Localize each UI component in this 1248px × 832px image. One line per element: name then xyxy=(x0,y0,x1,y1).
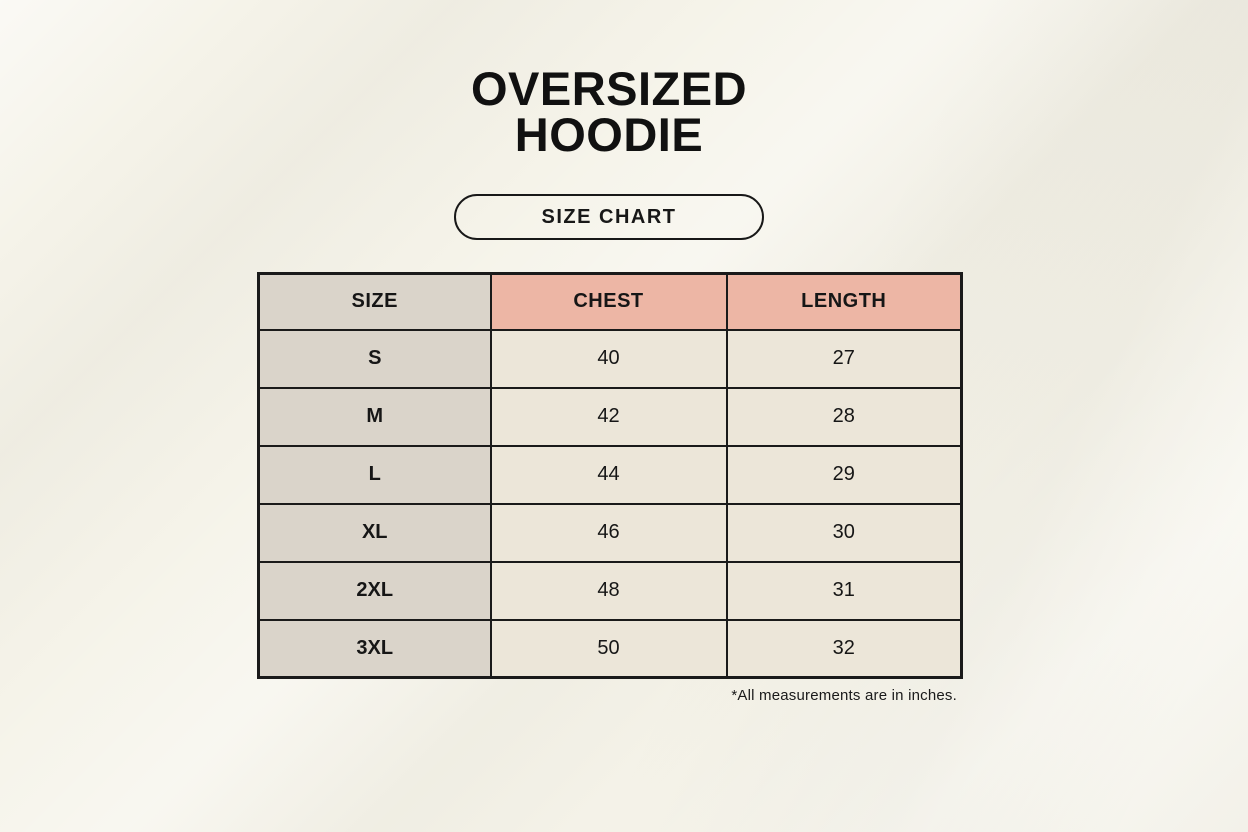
length-cell: 31 xyxy=(725,560,963,621)
size-cell: 2XL xyxy=(257,560,492,621)
length-cell: 30 xyxy=(725,502,963,563)
length-cell: 32 xyxy=(725,618,963,679)
size-table: SIZE CHEST LENGTH S 40 27 M 42 28 L 44 2… xyxy=(257,272,963,679)
length-cell: 27 xyxy=(725,328,963,389)
table-header-row: SIZE CHEST LENGTH xyxy=(257,272,963,331)
size-cell: XL xyxy=(257,502,492,563)
table-row: M 42 28 xyxy=(257,386,963,447)
chest-cell: 42 xyxy=(489,386,728,447)
table-row: XL 46 30 xyxy=(257,502,963,563)
page-title: OVERSIZED HOODIE xyxy=(257,62,961,161)
chest-cell: 46 xyxy=(489,502,728,563)
length-cell: 29 xyxy=(725,444,963,505)
table-row: 2XL 48 31 xyxy=(257,560,963,621)
table-row: 3XL 50 32 xyxy=(257,618,963,679)
header-cell-chest: CHEST xyxy=(489,272,728,331)
size-cell: L xyxy=(257,444,492,505)
size-cell: S xyxy=(257,328,492,389)
table-row: L 44 29 xyxy=(257,444,963,505)
chest-cell: 40 xyxy=(489,328,728,389)
chest-cell: 50 xyxy=(489,618,728,679)
size-chart-infographic: OVERSIZED HOODIE SIZE CHART SIZE CHEST L… xyxy=(257,0,963,704)
size-cell: 3XL xyxy=(257,618,492,679)
table-row: S 40 27 xyxy=(257,328,963,389)
chest-cell: 48 xyxy=(489,560,728,621)
page-title-line1: OVERSIZED xyxy=(470,62,748,115)
measurements-footnote: *All measurements are in inches. xyxy=(731,687,957,704)
size-cell: M xyxy=(257,386,492,447)
size-chart-badge: SIZE CHART xyxy=(454,194,764,240)
length-cell: 28 xyxy=(725,386,963,447)
size-chart-badge-label: SIZE CHART xyxy=(541,205,677,228)
chest-cell: 44 xyxy=(489,444,728,505)
page-title-line2: HOODIE xyxy=(514,108,704,161)
header-cell-size: SIZE xyxy=(257,272,492,331)
header-cell-length: LENGTH xyxy=(725,272,963,331)
